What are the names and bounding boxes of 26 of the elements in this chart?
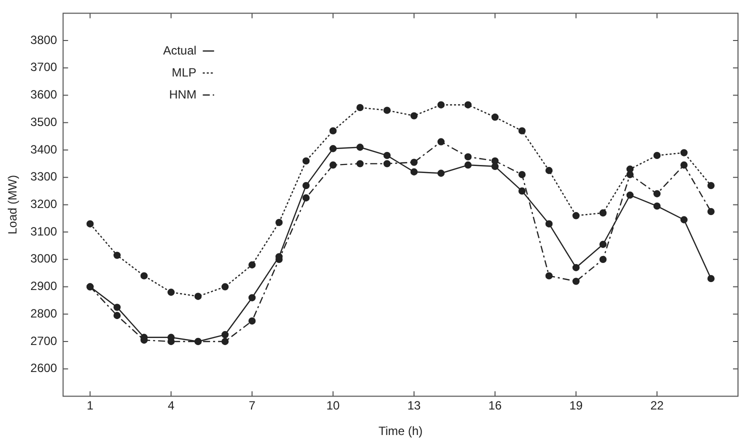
legend-label: HNM: [169, 87, 196, 102]
y-tick-label: 2600: [30, 361, 58, 376]
x-tick-label: 10: [326, 398, 340, 413]
legend-label: MLP: [172, 65, 196, 80]
y-tick-label: 3400: [30, 142, 58, 156]
x-axis-title: Time (h): [378, 424, 423, 438]
x-tick-label: 22: [650, 398, 664, 413]
x-tick-label: 1: [86, 398, 94, 413]
y-tick-label: 3800: [30, 32, 58, 47]
y-axis-title: Load (MW): [6, 175, 20, 234]
y-tick-label: 3700: [30, 60, 58, 74]
y-tick-label: 3200: [30, 197, 58, 212]
x-tick-label: 16: [488, 398, 502, 413]
y-tick-label: 3500: [30, 114, 58, 129]
y-tick-label: 3100: [30, 224, 58, 238]
x-tick-label: 7: [248, 398, 256, 413]
x-tick-label: 19: [569, 398, 584, 413]
y-tick-label: 2700: [30, 334, 58, 348]
y-tick-label: 3000: [30, 252, 58, 266]
x-tick-label: 13: [407, 398, 422, 413]
y-tick-label: 3300: [30, 170, 58, 184]
y-tick-label: 3600: [30, 88, 58, 102]
x-tick-label: 4: [168, 398, 175, 413]
y-tick-label: 2800: [30, 306, 58, 320]
y-tick-label: 2900: [30, 279, 58, 294]
legend-label: Actual: [163, 43, 196, 58]
